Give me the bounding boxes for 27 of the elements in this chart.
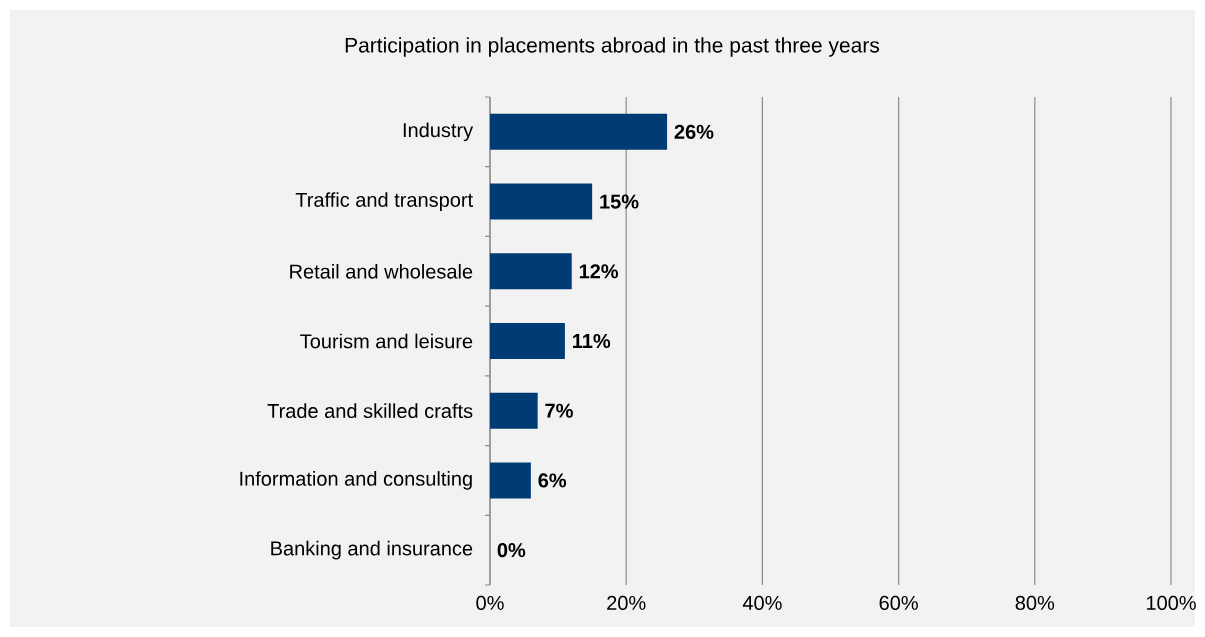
x-tick-label: 40%	[742, 595, 782, 611]
y-tick-label: Traffic and transport	[295, 192, 473, 211]
x-tick-label: 20%	[607, 595, 646, 611]
data-label: 11%	[573, 333, 611, 349]
y-tick-label: Banking and insurance	[271, 540, 473, 560]
y-tick-label: Tourism and leisure	[300, 333, 473, 349]
bar	[490, 323, 565, 359]
data-label: 15%	[600, 194, 639, 209]
bar	[490, 113, 668, 150]
x-tick-label: 80%	[1015, 595, 1055, 611]
y-tick-label: Retail and wholesale	[290, 263, 473, 279]
x-tick-label: 60%	[879, 595, 918, 611]
bar	[490, 253, 572, 290]
data-label: 6%	[538, 473, 567, 488]
x-tick-label: 0%	[476, 595, 504, 611]
data-label: 0%	[497, 543, 526, 558]
y-tick-label: Industry	[403, 122, 474, 142]
y-tick-label: Information and consulting	[240, 471, 472, 490]
data-label: 12%	[579, 264, 619, 279]
bar	[490, 183, 593, 220]
x-tick-label: 100%	[1146, 595, 1196, 611]
data-label: 7%	[545, 403, 573, 418]
chart-title: Participation in placements abroad in the past three years	[345, 37, 880, 57]
bar	[490, 392, 538, 429]
data-label: 26%	[674, 124, 714, 139]
y-tick-label: Trade and skilled crafts	[267, 403, 473, 419]
bar	[490, 462, 531, 499]
